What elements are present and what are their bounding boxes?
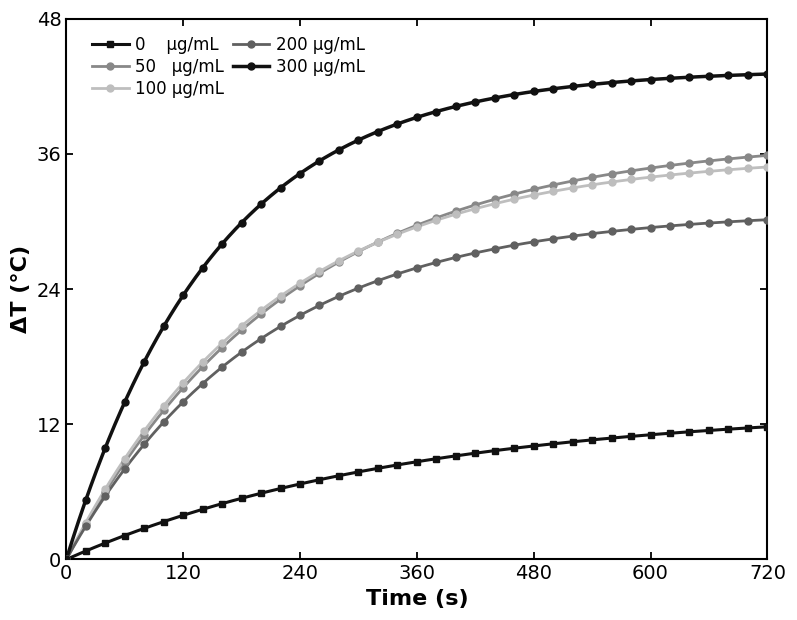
Legend: 0    μg/mL, 50   μg/mL, 100 μg/mL, 200 μg/mL, 300 μg/mL, : 0 μg/mL, 50 μg/mL, 100 μg/mL, 200 μg/mL,… (88, 32, 368, 101)
X-axis label: Time (s): Time (s) (366, 589, 468, 609)
Y-axis label: ΔT (°C): ΔT (°C) (11, 245, 31, 333)
